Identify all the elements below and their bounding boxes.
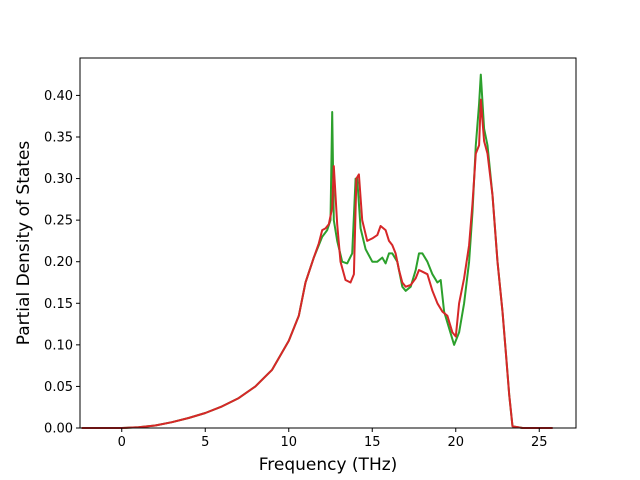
y-tick-label: 0.10	[44, 338, 73, 353]
series-line-1	[81, 73, 553, 429]
plot-frame	[79, 57, 577, 429]
y-tick-label: 0.40	[44, 89, 73, 104]
x-axis-ticks: 0 5 10 15 20 25	[118, 428, 548, 450]
y-tick-label: 0.20	[44, 255, 73, 270]
y-tick-label: 0.35	[44, 130, 73, 145]
y-axis-label: Partial Density of States	[14, 141, 34, 346]
x-tick-label: 15	[364, 435, 381, 450]
y-tick-label: 0.30	[44, 172, 73, 187]
series-line-2	[81, 98, 553, 429]
y-tick-label: 0.00	[44, 422, 73, 437]
x-tick-label: 5	[201, 435, 209, 450]
plot-lines	[81, 73, 553, 429]
y-tick-label: 0.25	[44, 214, 73, 229]
x-axis-label: Frequency (THz)	[259, 455, 398, 475]
x-tick-label: 10	[280, 435, 297, 450]
x-tick-label: 0	[118, 435, 126, 450]
y-tick-label: 0.15	[44, 297, 73, 312]
x-tick-label: 25	[531, 435, 548, 450]
x-tick-label: 20	[447, 435, 464, 450]
y-tick-label: 0.05	[44, 380, 73, 395]
y-axis-ticks: 0.00 0.05 0.10 0.15 0.20 0.25 0.30 0.35 0.40	[44, 89, 80, 437]
